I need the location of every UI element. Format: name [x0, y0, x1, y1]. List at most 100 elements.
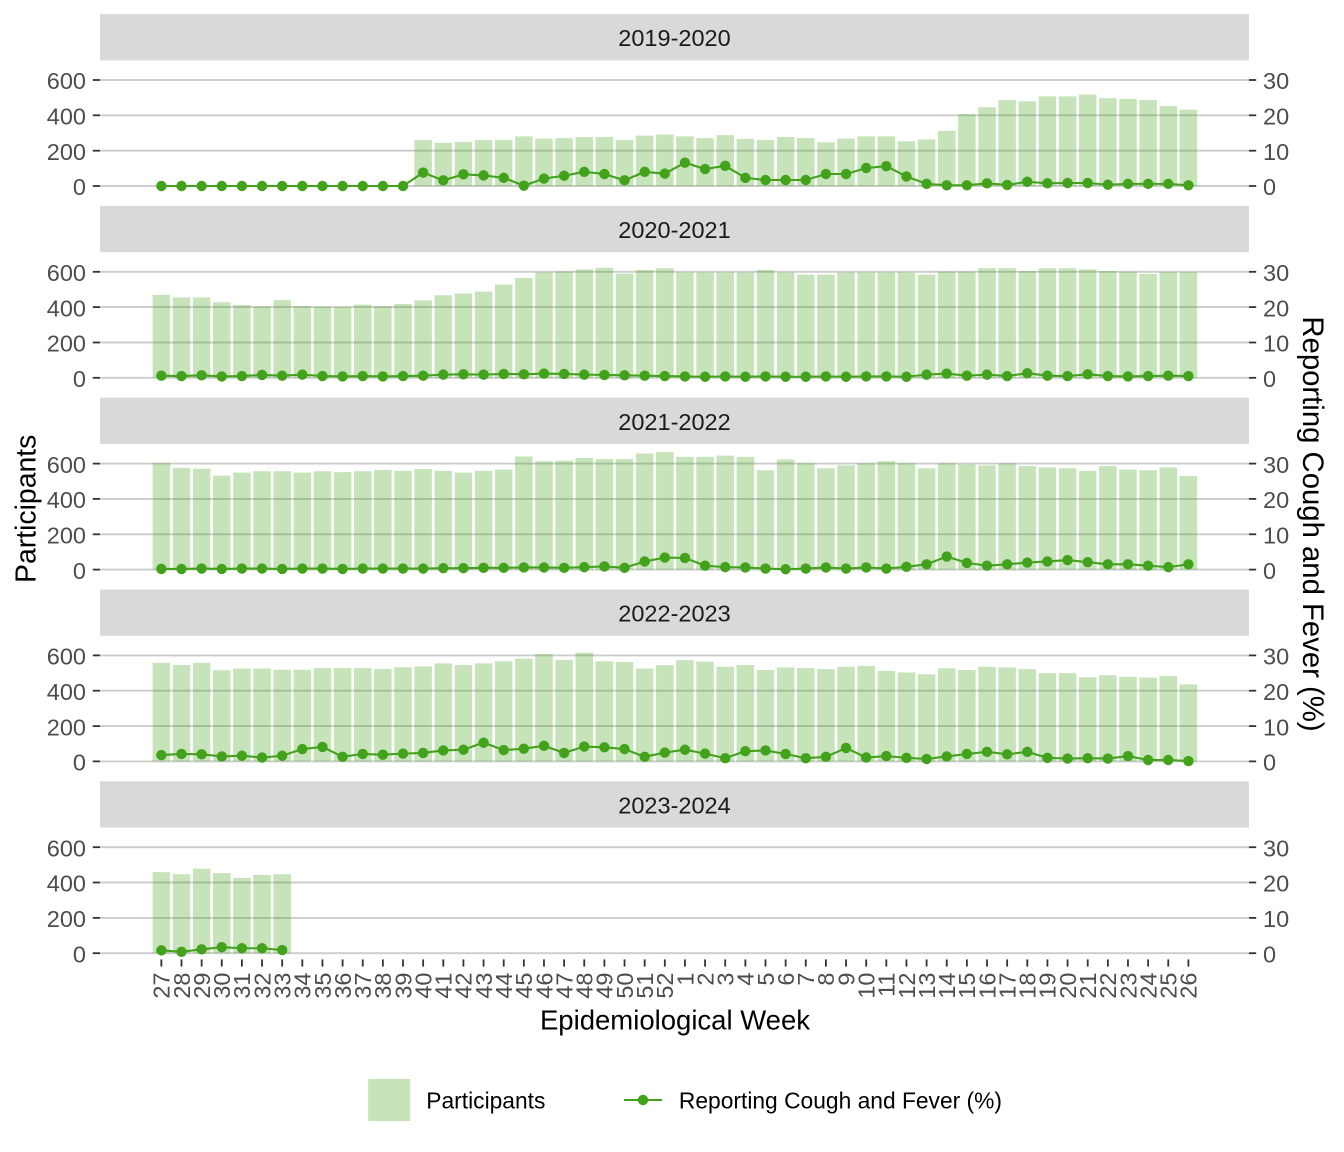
svg-text:400: 400	[47, 679, 86, 705]
svg-text:38: 38	[370, 973, 396, 999]
svg-text:40: 40	[410, 973, 436, 999]
svg-text:50: 50	[612, 973, 638, 999]
svg-text:10: 10	[1263, 714, 1289, 740]
svg-text:30: 30	[1263, 68, 1289, 94]
svg-text:0: 0	[73, 174, 86, 200]
svg-text:15: 15	[954, 973, 980, 999]
svg-text:9: 9	[833, 973, 859, 986]
svg-text:Participants: Participants	[11, 435, 43, 583]
svg-text:24: 24	[1135, 973, 1161, 999]
svg-text:29: 29	[189, 973, 215, 999]
svg-text:25: 25	[1156, 973, 1182, 999]
svg-text:30: 30	[209, 973, 235, 999]
svg-text:28: 28	[169, 973, 195, 999]
svg-text:10: 10	[1263, 906, 1289, 932]
svg-text:200: 200	[47, 906, 86, 932]
svg-text:2019-2020: 2019-2020	[618, 25, 730, 51]
svg-text:6: 6	[773, 973, 799, 986]
svg-text:0: 0	[73, 366, 86, 392]
svg-text:2020-2021: 2020-2021	[618, 217, 730, 243]
svg-text:23: 23	[1115, 973, 1141, 999]
svg-text:10: 10	[1263, 523, 1289, 549]
svg-text:400: 400	[47, 104, 86, 130]
svg-text:20: 20	[1263, 871, 1289, 897]
svg-text:0: 0	[73, 558, 86, 584]
svg-text:41: 41	[431, 973, 457, 999]
svg-text:17: 17	[994, 973, 1020, 999]
svg-text:0: 0	[1263, 366, 1276, 392]
svg-text:49: 49	[592, 973, 618, 999]
svg-text:22: 22	[1095, 973, 1121, 999]
svg-text:8: 8	[813, 973, 839, 986]
svg-text:35: 35	[310, 973, 336, 999]
svg-text:200: 200	[47, 714, 86, 740]
svg-text:12: 12	[894, 973, 920, 999]
svg-text:26: 26	[1176, 973, 1202, 999]
svg-text:200: 200	[47, 331, 86, 357]
svg-text:14: 14	[934, 973, 960, 999]
svg-text:39: 39	[390, 973, 416, 999]
svg-text:0: 0	[1263, 750, 1276, 776]
svg-text:2022-2023: 2022-2023	[618, 601, 730, 627]
svg-text:16: 16	[974, 973, 1000, 999]
svg-text:5: 5	[753, 973, 779, 986]
svg-text:400: 400	[47, 295, 86, 321]
svg-text:48: 48	[572, 973, 598, 999]
svg-text:10: 10	[853, 973, 879, 999]
svg-text:18: 18	[1015, 973, 1041, 999]
svg-text:34: 34	[290, 973, 316, 999]
svg-text:Reporting Cough and Fever (%): Reporting Cough and Fever (%)	[679, 1087, 1002, 1113]
svg-text:30: 30	[1263, 644, 1289, 670]
svg-text:7: 7	[793, 973, 819, 986]
svg-text:43: 43	[471, 973, 497, 999]
svg-text:27: 27	[149, 973, 175, 999]
svg-text:Participants: Participants	[426, 1087, 545, 1113]
svg-text:20: 20	[1263, 679, 1289, 705]
svg-text:32: 32	[249, 973, 275, 999]
svg-text:51: 51	[632, 973, 658, 999]
svg-text:2021-2022: 2021-2022	[618, 409, 730, 435]
svg-text:44: 44	[491, 973, 517, 999]
svg-text:20: 20	[1263, 487, 1289, 513]
svg-text:0: 0	[1263, 558, 1276, 584]
svg-text:Epidemiological Week: Epidemiological Week	[540, 1005, 810, 1036]
svg-text:45: 45	[511, 973, 537, 999]
svg-text:20: 20	[1263, 295, 1289, 321]
svg-text:600: 600	[47, 835, 86, 861]
svg-text:200: 200	[47, 523, 86, 549]
svg-text:10: 10	[1263, 331, 1289, 357]
svg-text:21: 21	[1075, 973, 1101, 999]
svg-text:600: 600	[47, 260, 86, 286]
svg-text:600: 600	[47, 644, 86, 670]
svg-text:20: 20	[1263, 104, 1289, 130]
svg-text:47: 47	[551, 973, 577, 999]
svg-text:1: 1	[672, 973, 698, 986]
svg-text:3: 3	[713, 973, 739, 986]
svg-text:0: 0	[1263, 174, 1276, 200]
svg-text:2023-2024: 2023-2024	[618, 792, 730, 818]
svg-text:30: 30	[1263, 452, 1289, 478]
svg-text:400: 400	[47, 487, 86, 513]
svg-text:600: 600	[47, 68, 86, 94]
svg-text:19: 19	[1035, 973, 1061, 999]
svg-text:13: 13	[914, 973, 940, 999]
svg-text:33: 33	[269, 973, 295, 999]
svg-text:11: 11	[874, 973, 900, 997]
svg-text:46: 46	[531, 973, 557, 999]
svg-text:52: 52	[652, 973, 678, 999]
svg-text:31: 31	[229, 973, 255, 999]
svg-text:30: 30	[1263, 260, 1289, 286]
svg-text:400: 400	[47, 871, 86, 897]
svg-text:4: 4	[733, 973, 759, 986]
svg-text:36: 36	[330, 973, 356, 999]
svg-text:200: 200	[47, 139, 86, 165]
svg-text:600: 600	[47, 452, 86, 478]
svg-text:0: 0	[73, 750, 86, 776]
svg-text:0: 0	[73, 941, 86, 967]
svg-text:30: 30	[1263, 835, 1289, 861]
svg-text:2: 2	[692, 973, 718, 986]
svg-text:10: 10	[1263, 139, 1289, 165]
svg-text:20: 20	[1055, 973, 1081, 999]
svg-text:Reporting Cough and Fever (%): Reporting Cough and Fever (%)	[1296, 316, 1329, 731]
svg-text:42: 42	[451, 973, 477, 999]
